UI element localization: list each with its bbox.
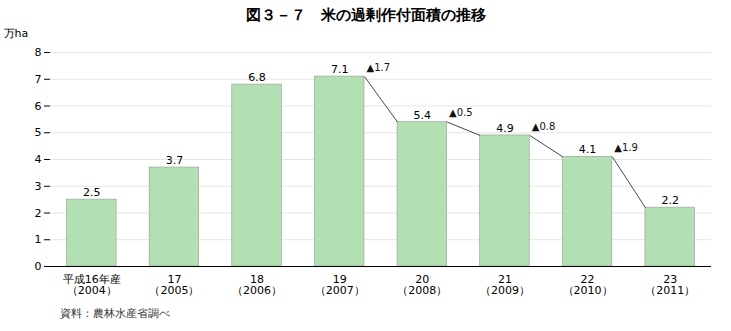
svg-text:3: 3 xyxy=(35,180,42,193)
svg-text:▲1.9: ▲1.9 xyxy=(614,142,638,153)
svg-text:0: 0 xyxy=(35,260,42,273)
html-text:資料：農林水産省調べ: 資料：農林水産省調べ xyxy=(60,307,170,320)
svg-text:2.2: 2.2 xyxy=(661,194,679,207)
svg-text:4: 4 xyxy=(35,153,42,166)
svg-text:7: 7 xyxy=(35,73,42,86)
svg-text:6.8: 6.8 xyxy=(248,71,266,84)
svg-text:17（2005）: 17（2005） xyxy=(149,273,199,297)
svg-text:▲1.7: ▲1.7 xyxy=(366,62,390,73)
svg-text:7.1: 7.1 xyxy=(331,63,349,76)
svg-text:22（2010）: 22（2010） xyxy=(563,273,613,297)
svg-text:5: 5 xyxy=(35,126,42,139)
svg-text:3.7: 3.7 xyxy=(166,154,184,167)
svg-text:19（2007）: 19（2007） xyxy=(315,273,365,297)
svg-text:4.9: 4.9 xyxy=(496,122,514,135)
svg-text:▲0.8: ▲0.8 xyxy=(532,121,556,132)
svg-text:5.4: 5.4 xyxy=(414,109,432,122)
svg-text:平成16年産（2004）: 平成16年産（2004） xyxy=(63,273,121,297)
html-text:図３－７ 米の過剰作付面積の推移: 図３－７ 米の過剰作付面積の推移 xyxy=(245,6,486,24)
svg-text:21（2009）: 21（2009） xyxy=(480,273,530,297)
svg-text:1: 1 xyxy=(35,233,42,246)
svg-text:8: 8 xyxy=(35,46,42,59)
svg-text:6: 6 xyxy=(35,100,42,113)
svg-text:18（2006）: 18（2006） xyxy=(232,273,282,297)
svg-text:▲0.5: ▲0.5 xyxy=(449,107,473,118)
svg-text:4.1: 4.1 xyxy=(579,143,597,156)
svg-text:2: 2 xyxy=(35,207,42,220)
svg-text:23（2011）: 23（2011） xyxy=(645,273,695,297)
svg-text:万ha: 万ha xyxy=(4,27,29,40)
svg-text:2.5: 2.5 xyxy=(83,186,101,199)
svg-text:20（2008）: 20（2008） xyxy=(397,273,447,297)
